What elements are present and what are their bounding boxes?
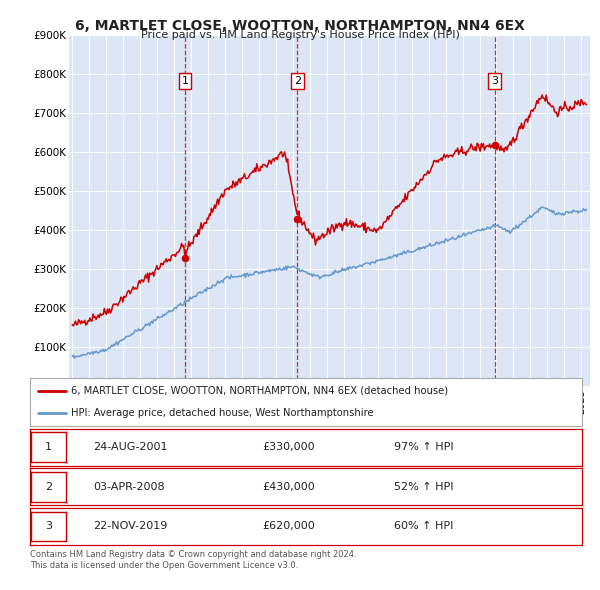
Text: £430,000: £430,000 [262,482,314,491]
Text: 6, MARTLET CLOSE, WOOTTON, NORTHAMPTON, NN4 6EX: 6, MARTLET CLOSE, WOOTTON, NORTHAMPTON, … [75,19,525,33]
Text: 60% ↑ HPI: 60% ↑ HPI [394,522,454,531]
Text: 24-AUG-2001: 24-AUG-2001 [94,442,168,452]
Text: 2: 2 [293,76,301,86]
Text: Price paid vs. HM Land Registry's House Price Index (HPI): Price paid vs. HM Land Registry's House … [140,30,460,40]
Text: 22-NOV-2019: 22-NOV-2019 [94,522,168,531]
Text: 03-APR-2008: 03-APR-2008 [94,482,165,491]
Text: 52% ↑ HPI: 52% ↑ HPI [394,482,454,491]
Text: HPI: Average price, detached house, West Northamptonshire: HPI: Average price, detached house, West… [71,408,374,418]
Text: 3: 3 [45,522,52,531]
Text: £330,000: £330,000 [262,442,314,452]
Text: 2: 2 [45,482,52,491]
Text: Contains HM Land Registry data © Crown copyright and database right 2024.
This d: Contains HM Land Registry data © Crown c… [30,550,356,570]
Text: 1: 1 [182,76,188,86]
Text: 3: 3 [491,76,498,86]
Text: 6, MARTLET CLOSE, WOOTTON, NORTHAMPTON, NN4 6EX (detached house): 6, MARTLET CLOSE, WOOTTON, NORTHAMPTON, … [71,386,449,396]
Text: 97% ↑ HPI: 97% ↑ HPI [394,442,454,452]
Text: £620,000: £620,000 [262,522,314,531]
Text: 1: 1 [45,442,52,452]
